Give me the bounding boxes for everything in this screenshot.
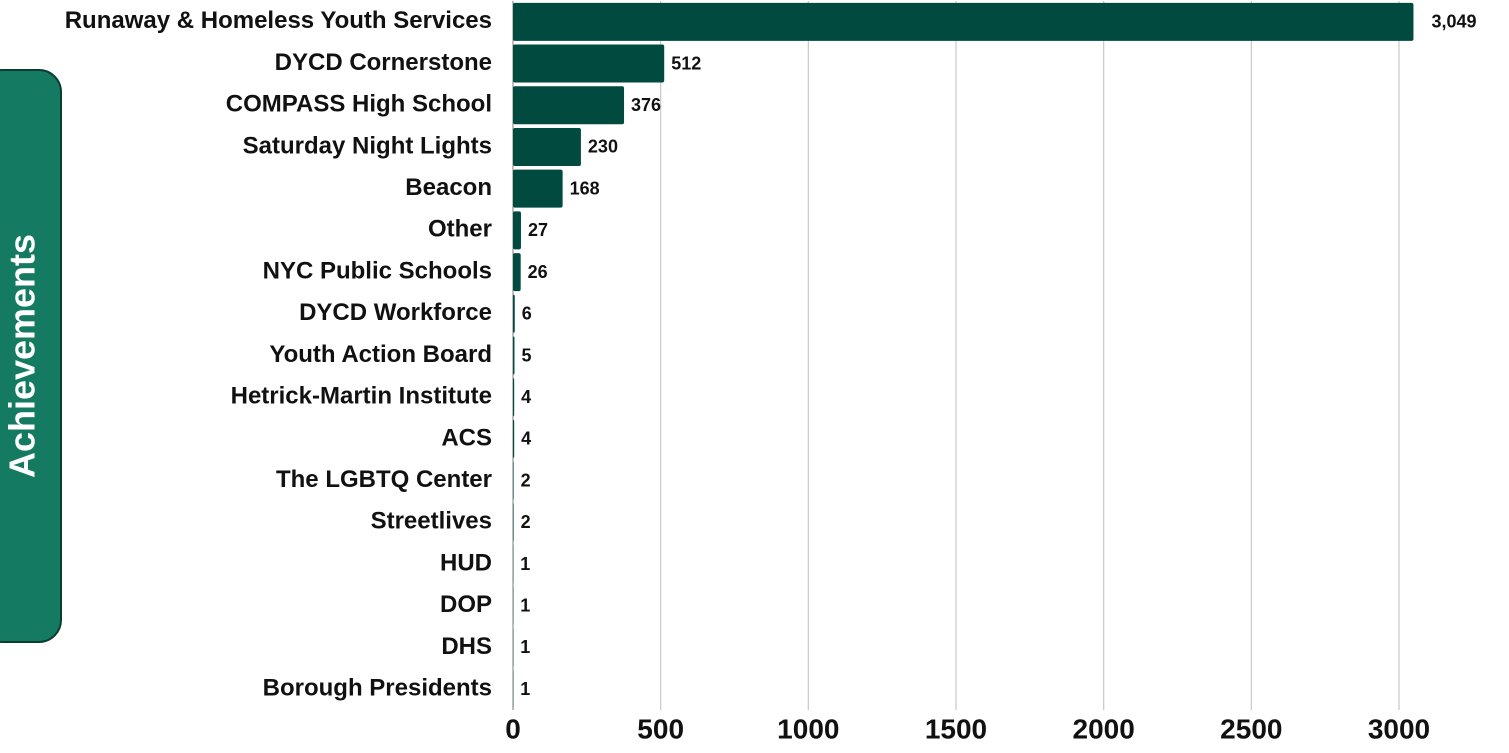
bar [513,378,514,416]
x-tick-label: 1500 [925,713,987,744]
category-label: COMPASS High School [226,91,492,118]
value-label: 376 [631,95,661,115]
value-label: 512 [671,53,701,73]
category-label: DHS [441,633,492,660]
value-label: 1 [520,595,530,615]
category-label: Beacon [405,174,492,201]
category-label: NYC Public Schools [263,257,492,284]
value-label: 3,049 [1431,12,1476,32]
category-label: The LGBTQ Center [276,466,492,493]
value-label: 6 [522,304,532,324]
category-label: DYCD Cornerstone [275,49,492,76]
value-label: 2 [521,470,531,490]
value-label: 26 [528,262,548,282]
bar [513,503,514,541]
x-tick-label: 2000 [1073,713,1135,744]
bar [513,211,521,249]
bar [513,86,624,124]
x-tick-label: 3000 [1368,713,1430,744]
category-label: Streetlives [371,508,492,535]
bar [513,45,664,83]
value-label: 27 [528,220,548,240]
x-tick-label: 500 [637,713,684,744]
bar [513,3,1413,41]
value-label: 5 [521,345,531,365]
value-label: 1 [520,637,530,657]
category-label: Hetrick-Martin Institute [231,383,492,410]
bar [513,337,514,375]
bar [513,128,581,166]
value-label: 168 [570,178,600,198]
bar [513,295,515,333]
category-label: Other [428,216,492,243]
category-label: Borough Presidents [263,674,492,701]
category-label: ACS [441,424,492,451]
value-label: 4 [521,429,531,449]
value-label: 4 [521,387,531,407]
category-label: Saturday Night Lights [243,132,492,159]
category-label: HUD [440,549,492,576]
x-tick-label: 2500 [1220,713,1282,744]
bar [513,170,563,208]
bar [513,253,521,291]
bar [513,420,514,458]
category-label: Runaway & Homeless Youth Services [65,7,492,34]
value-label: 230 [588,137,618,157]
value-label: 1 [520,554,530,574]
category-label: Youth Action Board [269,341,492,368]
side-label: Achievements [2,234,43,478]
value-label: 2 [521,512,531,532]
category-label: DOP [440,591,492,618]
bar [513,462,514,500]
category-label: DYCD Workforce [299,299,492,326]
x-tick-label: 0 [505,713,521,744]
value-label: 1 [520,679,530,699]
x-tick-label: 1000 [777,713,839,744]
